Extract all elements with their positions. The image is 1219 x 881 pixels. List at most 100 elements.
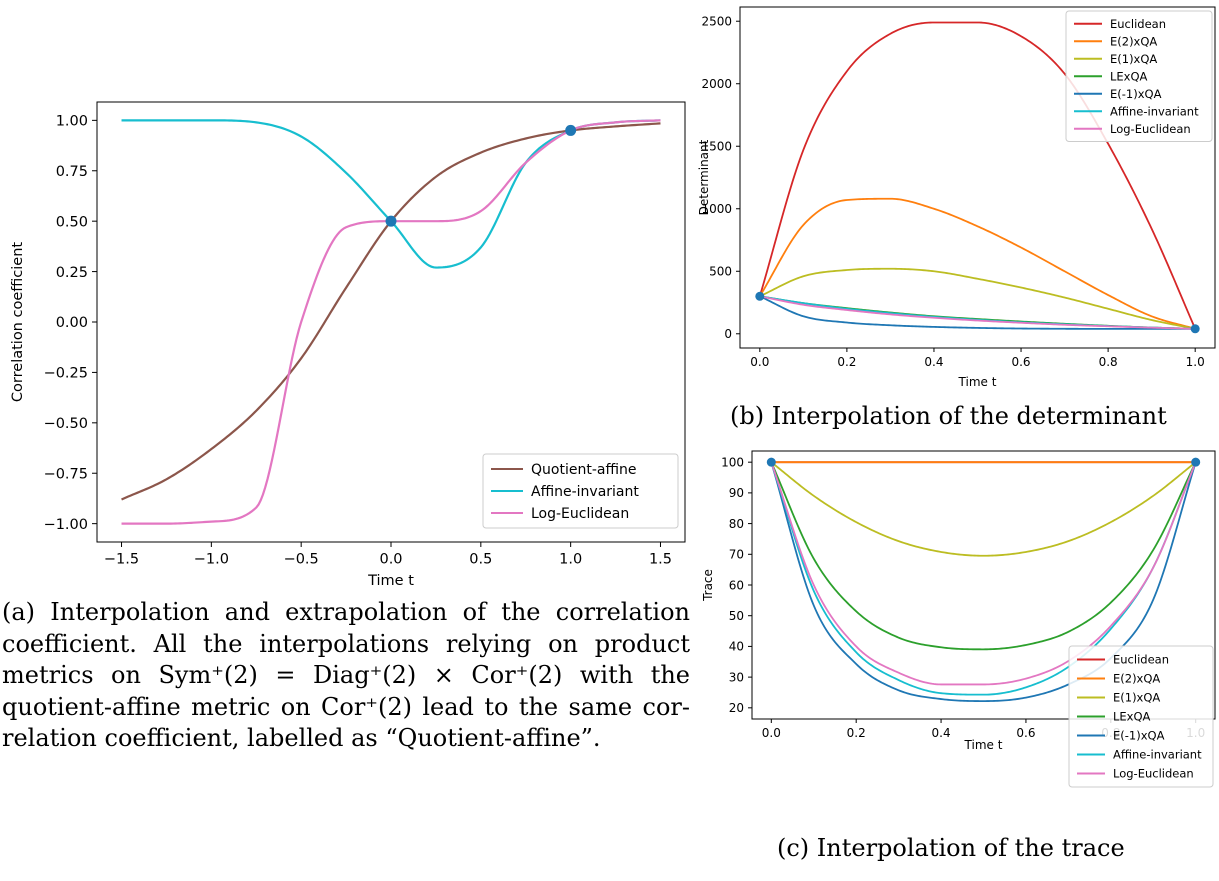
series-line bbox=[759, 295, 1196, 330]
legend-label: Euclidean bbox=[1113, 653, 1169, 667]
legend-label: Quotient-affine bbox=[531, 462, 636, 478]
y-tick-label: 1.00 bbox=[56, 114, 88, 130]
series-line bbox=[770, 461, 1197, 651]
data-point bbox=[565, 124, 577, 136]
y-tick-label: 40 bbox=[729, 640, 744, 654]
y-tick-label: 0.25 bbox=[56, 265, 88, 281]
y-tick-label: −1.00 bbox=[44, 517, 88, 533]
caption-a-line: quotient-affine metric on Cor⁺(2) lead t… bbox=[2, 692, 690, 721]
y-tick-label: 500 bbox=[709, 265, 732, 279]
x-tick-label: 0.8 bbox=[1099, 355, 1118, 369]
x-tick-label: 0.0 bbox=[762, 726, 781, 740]
legend-box bbox=[482, 453, 679, 529]
legend-box bbox=[1065, 10, 1213, 142]
y-tick-label: 100 bbox=[721, 455, 744, 469]
legend-label: Log-Euclidean bbox=[1113, 767, 1194, 781]
legend-label: E(2)xQA bbox=[1110, 34, 1157, 48]
y-tick-label: 70 bbox=[729, 548, 744, 562]
data-point bbox=[755, 291, 765, 301]
legend-label: Affine-invariant bbox=[1113, 748, 1202, 762]
x-tick-label: −1.5 bbox=[104, 552, 139, 568]
y-tick-label: 0.75 bbox=[56, 164, 88, 180]
x-tick-label: 0.2 bbox=[847, 726, 866, 740]
legend-label: Euclidean bbox=[1110, 17, 1166, 31]
data-point bbox=[1191, 457, 1201, 467]
x-tick-label: 0.6 bbox=[1016, 726, 1035, 740]
y-tick-label: −0.50 bbox=[44, 416, 88, 432]
series-line bbox=[759, 267, 1196, 330]
series-line bbox=[759, 295, 1196, 330]
x-tick-label: −0.5 bbox=[284, 552, 319, 568]
x-tick-label: 1.5 bbox=[649, 552, 672, 568]
y-tick-label: 50 bbox=[729, 609, 744, 623]
series-line bbox=[121, 119, 661, 269]
axes-frame bbox=[739, 6, 1216, 349]
series-line bbox=[770, 461, 1197, 686]
series-line bbox=[121, 122, 661, 501]
series-line bbox=[770, 461, 1197, 702]
caption-a-line: metrics on Sym⁺(2) = Diag⁺(2) × Cor⁺(2) … bbox=[2, 661, 690, 689]
plot-area bbox=[758, 21, 1197, 330]
series-line bbox=[758, 21, 1197, 330]
y-tick-label: −0.25 bbox=[44, 366, 88, 382]
x-tick-label: 0.0 bbox=[379, 552, 402, 568]
chart-b: 0.0 0.2 0.4 0.6 0.8 1.0 0 500 1000 1500 2000 2500 Ti… bbox=[697, 6, 1216, 389]
x-axis-label: Time t bbox=[958, 375, 997, 389]
legend-label: E(1)xQA bbox=[1113, 691, 1160, 705]
x-tick-label: 1.0 bbox=[559, 552, 582, 568]
legend-label: E(2)xQA bbox=[1113, 672, 1160, 686]
chart-c: 0.00.20.40.60.81.02030405060708090100Tim… bbox=[701, 450, 1216, 788]
legend-box bbox=[1068, 645, 1214, 788]
y-tick-label: 0 bbox=[724, 327, 732, 341]
x-tick-label: −1.0 bbox=[194, 552, 229, 568]
series-line bbox=[759, 197, 1196, 330]
x-tick-label: 0.0 bbox=[750, 355, 769, 369]
legend: Quotient-affine Affine-invariant Log-Eucli… bbox=[482, 453, 679, 529]
chart-a: −1.5 −1.0 −0.5 0.0 0.5 1.0 1.5 −1.00 −0.75 −0.50 −… bbox=[10, 101, 686, 589]
y-tick-label: 1500 bbox=[701, 140, 732, 154]
caption-c: (c) Interpolation of the trace bbox=[777, 834, 1125, 862]
data-point bbox=[766, 457, 776, 467]
y-tick-label: 60 bbox=[729, 578, 744, 592]
y-tick-label: 0.00 bbox=[56, 315, 88, 331]
y-tick-label: 20 bbox=[729, 701, 744, 715]
x-tick-label: 0.6 bbox=[1011, 355, 1030, 369]
y-tick-label: 90 bbox=[729, 486, 744, 500]
legend-label: LExQA bbox=[1113, 710, 1151, 724]
x-tick-label: 0.4 bbox=[924, 355, 943, 369]
series-line bbox=[770, 461, 1197, 557]
legend-label: Affine-invariant bbox=[1110, 104, 1199, 118]
caption-a-line: (a) Interpolation and extrapolation of t… bbox=[2, 598, 690, 626]
data-point bbox=[385, 215, 397, 227]
series-line bbox=[770, 461, 1197, 696]
legend-label: E(-1)xQA bbox=[1113, 729, 1165, 743]
y-tick-label: 2000 bbox=[701, 77, 732, 91]
x-tick-label: 0.5 bbox=[469, 552, 492, 568]
y-axis-label: Trace bbox=[701, 569, 715, 602]
legend-label: Log-Euclidean bbox=[1110, 122, 1191, 136]
series-line bbox=[759, 295, 1196, 330]
x-axis-label: Time t bbox=[964, 738, 1003, 752]
y-tick-label: 30 bbox=[729, 670, 744, 684]
legend: Euclidean E(2)xQA E(1)xQA LExQA E(-1)xQA Affi… bbox=[1065, 10, 1213, 142]
y-tick-label: −0.75 bbox=[44, 466, 88, 482]
x-axis-label: Time t bbox=[367, 573, 414, 589]
y-axis-label: Correlation coefficient bbox=[10, 242, 26, 402]
legend-label: E(-1)xQA bbox=[1110, 87, 1162, 101]
data-point bbox=[1190, 324, 1200, 334]
caption-a-line: relation coefficient, labelled as “Quoti… bbox=[2, 724, 601, 752]
y-tick-label: 2500 bbox=[701, 15, 732, 29]
series-line bbox=[759, 295, 1196, 330]
x-tick-label: 0.2 bbox=[837, 355, 856, 369]
caption-a-line: coefficient. All the interpolations rely… bbox=[2, 629, 690, 658]
legend-label: E(1)xQA bbox=[1110, 52, 1157, 66]
y-tick-label: 0.50 bbox=[56, 214, 88, 230]
caption-a: (a) Interpolation and extrapolation of t… bbox=[2, 597, 690, 755]
y-tick-label: 1000 bbox=[701, 202, 732, 216]
y-axis-label: Determinant bbox=[697, 139, 711, 215]
x-tick-label: 1.0 bbox=[1186, 355, 1205, 369]
legend-label: Affine-invariant bbox=[531, 484, 639, 500]
y-tick-label: 80 bbox=[729, 517, 744, 531]
legend-label: Log-Euclidean bbox=[531, 506, 629, 522]
